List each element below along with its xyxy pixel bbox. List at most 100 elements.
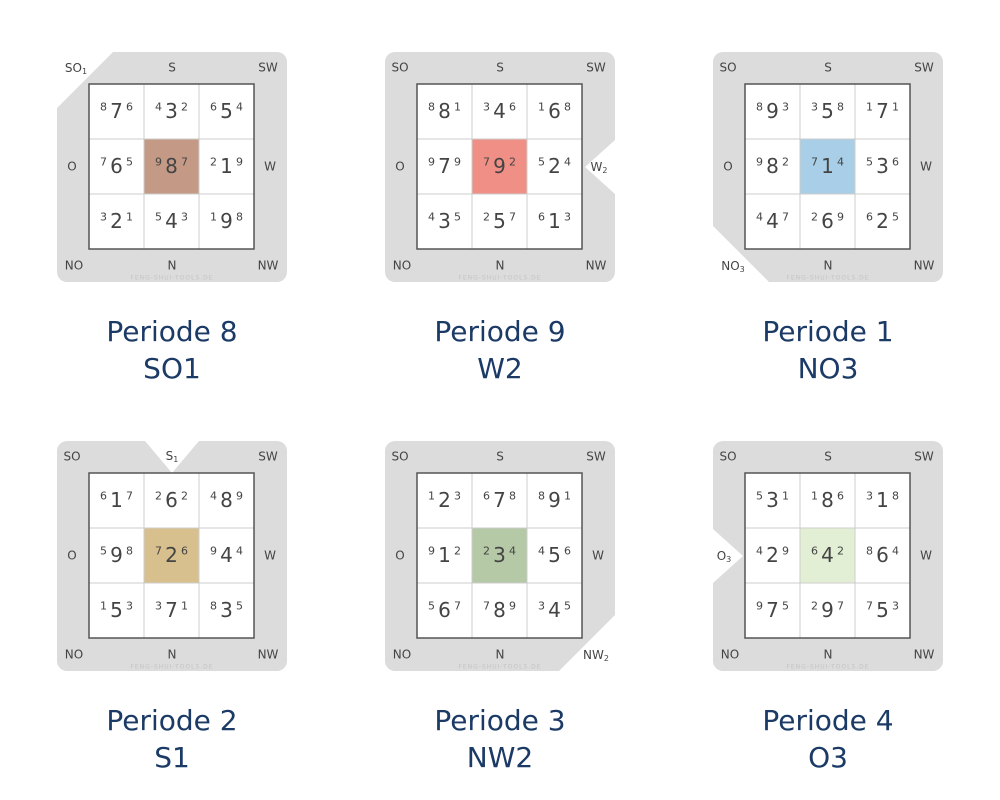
compass-label: NO (65, 648, 83, 662)
base-star: 8 (493, 598, 506, 622)
watermark: FENG-SHUI-TOOLS.DE (458, 664, 541, 671)
base-star: 7 (110, 99, 123, 123)
water-star: 7 (181, 156, 188, 169)
grid-border (744, 83, 911, 250)
base-star: 7 (876, 99, 889, 123)
mountain-star: 8 (538, 490, 545, 503)
facing-marker-label: NO3 (721, 259, 745, 274)
facing-caption: W2 (477, 352, 523, 385)
mountain-star: 8 (210, 600, 217, 613)
water-star: 5 (236, 600, 243, 613)
base-star: 8 (220, 488, 233, 512)
mountain-star: 3 (100, 211, 107, 224)
base-star: 5 (821, 99, 834, 123)
compass-label: W (264, 549, 276, 563)
mountain-star: 5 (866, 156, 873, 169)
center-cell (800, 528, 855, 583)
marker-sub: 1 (82, 67, 87, 76)
grid-border (416, 83, 583, 250)
compass-label: N (496, 648, 505, 662)
marker-sub: 3 (740, 265, 745, 274)
base-star: 5 (876, 598, 889, 622)
compass-label: NO (393, 259, 411, 273)
compass-label: N (824, 259, 833, 273)
facing-marker (559, 615, 615, 671)
marker-direction: SO (65, 61, 82, 75)
water-star: 6 (892, 156, 899, 169)
water-star: 1 (181, 600, 188, 613)
compass-label: N (168, 259, 177, 273)
mountain-star: 8 (100, 101, 107, 114)
water-star: 1 (564, 490, 571, 503)
marker-sub: 1 (173, 455, 178, 464)
mountain-star: 9 (756, 600, 763, 613)
base-star: 4 (165, 209, 178, 233)
grid-border (88, 472, 255, 639)
mountain-star: 4 (756, 211, 763, 224)
water-star: 5 (126, 156, 133, 169)
water-star: 8 (837, 101, 844, 114)
marker-sub: 2 (602, 166, 607, 175)
compass-label: O (723, 160, 732, 174)
base-star: 2 (438, 488, 451, 512)
mountain-star: 8 (866, 545, 873, 558)
period-caption: Periode 1 (762, 315, 893, 348)
compass-label: W (592, 549, 604, 563)
mountain-star: 5 (538, 156, 545, 169)
base-star: 9 (548, 488, 561, 512)
water-star: 6 (509, 101, 516, 114)
water-star: 9 (509, 600, 516, 613)
base-star: 1 (821, 154, 834, 178)
compass-label: S (824, 61, 832, 75)
mountain-star: 7 (483, 600, 490, 613)
mountain-star: 7 (155, 545, 162, 558)
base-star: 4 (548, 598, 561, 622)
base-star: 2 (766, 543, 779, 567)
base-star: 5 (493, 209, 506, 233)
water-star: 2 (782, 156, 789, 169)
water-star: 2 (837, 545, 844, 558)
mountain-star: 1 (428, 490, 435, 503)
mountain-star: 5 (756, 490, 763, 503)
base-star: 8 (821, 488, 834, 512)
center-cell (472, 528, 527, 583)
water-star: 6 (181, 545, 188, 558)
mountain-star: 4 (155, 101, 162, 114)
facing-marker-label: NW2 (583, 648, 609, 663)
water-star: 3 (126, 600, 133, 613)
compass-label: O (395, 160, 404, 174)
grid-border (416, 472, 583, 639)
base-star: 6 (548, 99, 561, 123)
water-star: 5 (564, 600, 571, 613)
base-star: 5 (220, 99, 233, 123)
compass-label: SO (391, 450, 408, 464)
base-star: 4 (493, 99, 506, 123)
mountain-star: 9 (155, 156, 162, 169)
compass-label: W (920, 549, 932, 563)
marker-direction: S (166, 449, 174, 463)
facing-marker (145, 441, 199, 473)
water-star: 7 (126, 490, 133, 503)
water-star: 5 (454, 211, 461, 224)
center-cell (144, 528, 199, 583)
base-star: 4 (821, 543, 834, 567)
mountain-star: 9 (756, 156, 763, 169)
marker-direction: W (591, 160, 603, 174)
center-cell (800, 139, 855, 194)
marker-sub: 2 (604, 654, 609, 663)
mountain-star: 5 (428, 600, 435, 613)
mountain-star: 2 (483, 545, 490, 558)
compass-label: NW (914, 648, 935, 662)
base-star: 8 (165, 154, 178, 178)
water-star: 6 (837, 490, 844, 503)
water-star: 3 (454, 490, 461, 503)
mountain-star: 1 (210, 211, 217, 224)
facing-caption: S1 (154, 741, 190, 774)
base-star: 3 (876, 154, 889, 178)
